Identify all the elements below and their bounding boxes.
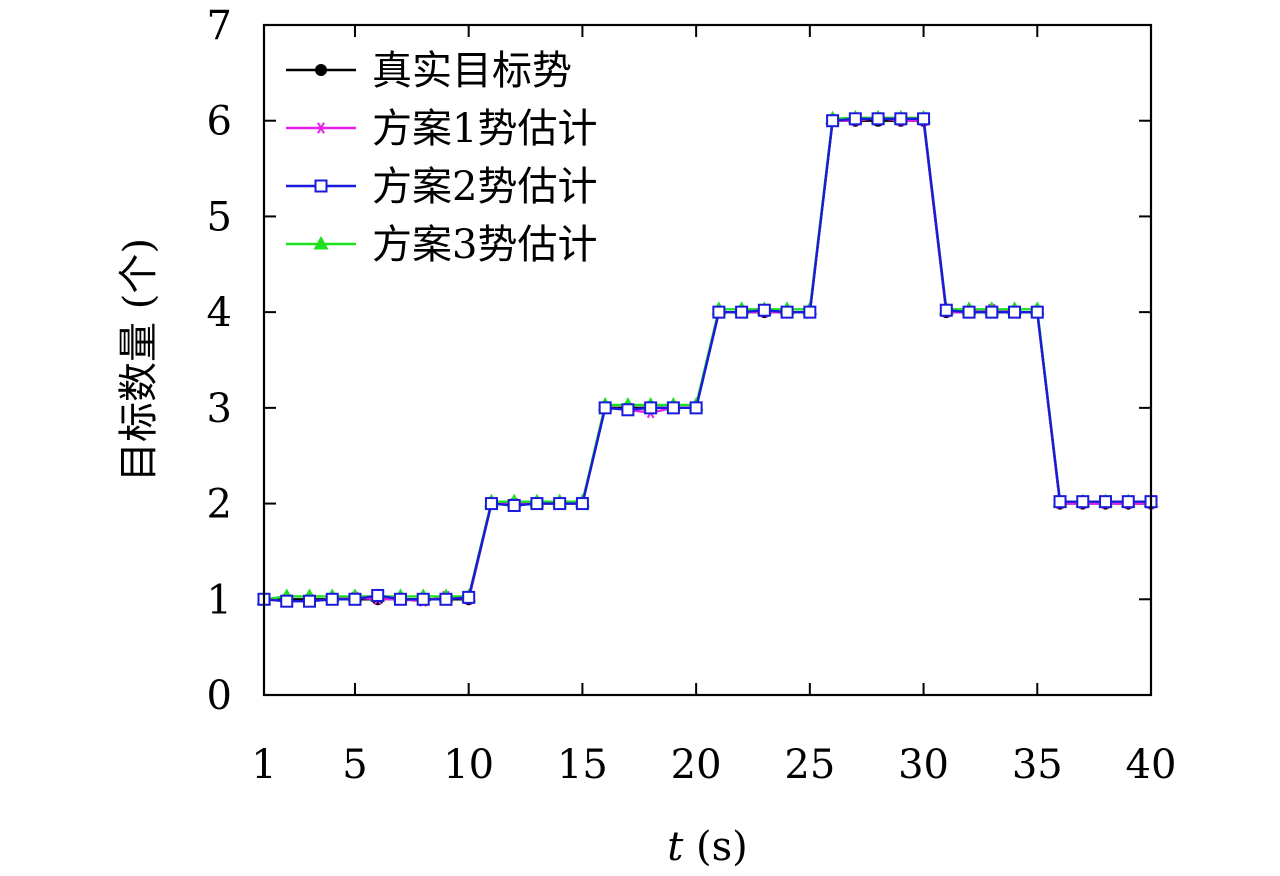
data-point [621, 403, 635, 417]
y-tick-label: 7 [207, 3, 232, 49]
data-point [416, 592, 430, 606]
data-point [393, 592, 407, 606]
data-point [1099, 495, 1113, 509]
y-tick-label: 1 [207, 577, 232, 623]
x-tick-label: 20 [671, 742, 722, 788]
series-line [263, 117, 1151, 603]
legend-label: 真实目标势 [372, 48, 572, 94]
x-tick-label: 10 [443, 742, 494, 788]
x-axis-title-unit: (s) [683, 824, 747, 870]
data-point [371, 588, 385, 602]
data-point [644, 401, 658, 415]
data-point [1121, 495, 1135, 509]
data-point [1030, 305, 1044, 319]
data-point [1008, 305, 1022, 319]
data-point [1076, 495, 1090, 509]
data-point [962, 305, 976, 319]
data-point [530, 497, 544, 511]
data-point [666, 401, 680, 415]
legend-label: 方案1势估计 [372, 106, 597, 152]
data-point [439, 592, 453, 606]
x-tick-label: 5 [342, 742, 367, 788]
x-tick-label: 1 [251, 742, 276, 788]
legend-item: 真实目标势 [286, 48, 572, 94]
plot-frame [262, 23, 1153, 697]
data-point [462, 590, 476, 604]
legend-marker [315, 122, 327, 134]
x-tick-label: 25 [784, 742, 835, 788]
x-tick-label: 30 [898, 742, 949, 788]
plot-series [256, 109, 1159, 608]
y-tick-label: 0 [207, 673, 232, 719]
y-tick-label: 5 [207, 194, 232, 240]
data-point [735, 305, 749, 319]
data-point [917, 112, 931, 126]
legend-marker [313, 236, 329, 250]
data-point [1053, 495, 1067, 509]
y-tick-label: 3 [207, 386, 232, 432]
data-point [507, 498, 521, 512]
y-tick-label: 4 [207, 290, 232, 336]
data-point [803, 305, 817, 319]
data-point [575, 497, 589, 511]
data-point [848, 112, 862, 126]
legend-item: 方案2势估计 [286, 164, 597, 210]
data-point [280, 594, 294, 608]
data-point [871, 112, 885, 126]
data-point [689, 401, 703, 415]
y-tick-label: 6 [207, 99, 232, 145]
x-axis-title: t (s) [667, 824, 748, 870]
data-point [325, 592, 339, 606]
data-point [348, 592, 362, 606]
data-point [894, 112, 908, 126]
legend-marker [315, 64, 327, 76]
x-tick-label: 35 [1012, 742, 1063, 788]
x-tick-label: 15 [557, 742, 608, 788]
legend-item: 方案1势估计 [286, 106, 597, 152]
x-tick-label: 40 [1126, 742, 1177, 788]
legend-label: 方案3势估计 [372, 222, 597, 268]
data-point [712, 305, 726, 319]
x-axis-title-symbol: t [667, 824, 684, 870]
y-axis-title: 目标数量 (个) [116, 238, 162, 482]
data-point [484, 497, 498, 511]
y-tick-label: 2 [207, 482, 232, 528]
legend-label: 方案2势估计 [372, 164, 597, 210]
series-3 [257, 112, 1158, 608]
data-point [598, 401, 612, 415]
data-point [757, 303, 771, 317]
legend-marker [314, 179, 328, 193]
data-point [939, 303, 953, 317]
data-point [985, 305, 999, 319]
legend-item: 方案3势估计 [286, 222, 597, 268]
data-point [826, 114, 840, 128]
data-point [302, 594, 316, 608]
data-point [553, 497, 567, 511]
data-point [780, 305, 794, 319]
